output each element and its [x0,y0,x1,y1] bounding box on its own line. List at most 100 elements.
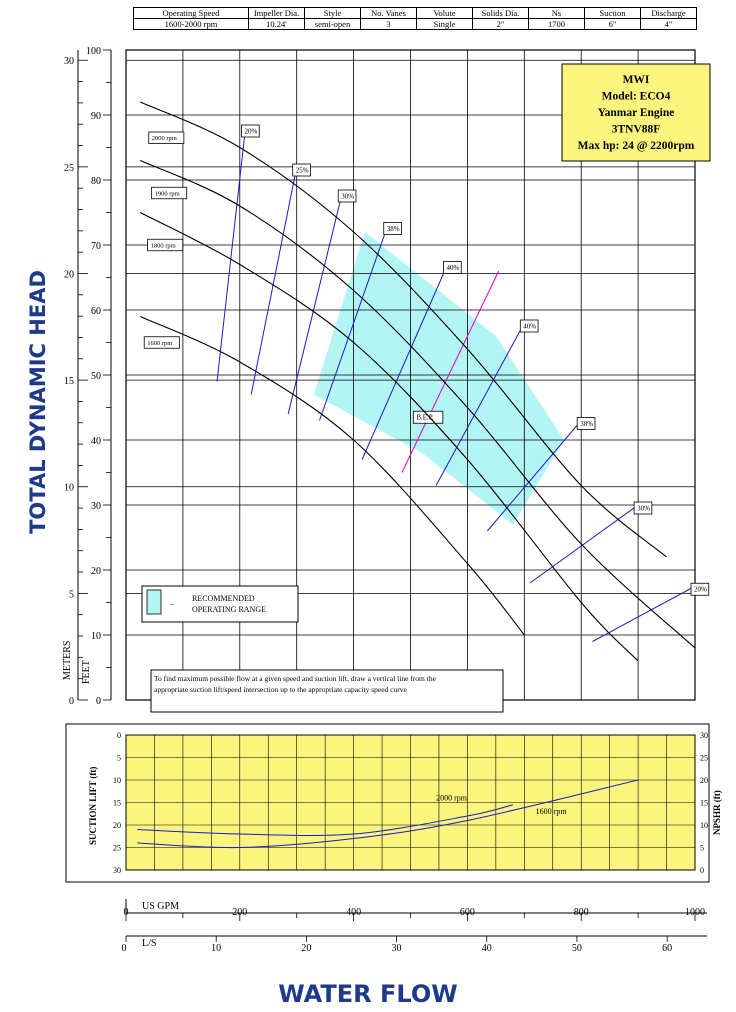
meters-tick-label: 10 [64,483,74,494]
ls-tick-label: 20 [301,943,311,954]
gpm-tick-label: 200 [232,907,247,918]
curve-label: 1900 rpm [155,190,180,197]
bep-label-box [412,410,444,424]
feet-tick-label: 60 [91,306,101,317]
gpm-tick-label: 600 [460,907,475,918]
note-box [150,669,504,713]
gpm-axis-label: US GPM [142,901,179,912]
efficiency-label: 30% [637,504,650,512]
efficiency-label: 20% [694,586,707,594]
efficiency-line [592,585,696,642]
ls-tick-label: 0 [122,943,127,954]
efficiency-label-box [241,124,260,138]
efficiency-label-box [383,222,402,235]
efficiency-line [486,420,582,532]
efficiency-label: 38% [387,225,400,233]
gpm-tick-label: 400 [346,907,361,918]
head-curve [139,101,667,558]
meters-label: METERS [62,641,73,680]
meters-tick-label: 15 [64,376,74,387]
efficiency-label: 30% [341,192,354,200]
spec-value: semi-open [304,18,361,30]
npshr-tick-label: 30 [700,731,708,740]
feet-tick-label: 100 [86,46,101,57]
efficiency-label-box [443,261,462,274]
info-box [561,63,711,162]
efficiency-label-box [633,501,653,515]
spec-value: 4" [640,18,697,30]
curve-label: 2000 rpm [152,135,177,142]
suction-tick-label: 25 [113,844,121,853]
feet-tick-label: 20 [91,566,101,577]
gpm-tick-label: 1000 [685,907,705,918]
meters-tick-label: 5 [69,589,74,600]
efficiency-label: 25% [296,166,309,174]
curve-label-box [148,131,185,144]
feet-label: FEET [81,660,92,684]
npshr-tick-label: 20 [700,776,708,785]
npshr-curve-label: 2000 rpm [436,793,468,802]
curve-label: 1800 rpm [151,242,176,249]
spec-table: Operating Speed Impeller Dia. Style No. … [133,7,697,30]
suction-lift-axis-label: SUCTION LIFT (ft) [88,767,98,845]
info-box-line: Max hp: 24 @ 2200rpm [578,140,695,152]
head-curve [139,159,696,649]
npshr-curve [137,779,639,849]
efficiency-label: 40% [523,322,536,330]
spec-header-row: Operating Speed Impeller Dia. Style No. … [133,7,697,19]
suction-tick-label: 15 [113,799,121,808]
gpm-tick-label: 0 [124,907,129,918]
legend-box [141,585,299,623]
feet-tick-label: 30 [91,501,101,512]
head-curve [139,212,639,662]
efficiency-line [361,264,448,460]
suction-tick-label: 30 [113,866,121,875]
curve-label-box [151,186,188,200]
note-line: To find maximum possible flow at a given… [154,674,437,683]
feet-tick-label: 80 [91,176,101,187]
bep-line [401,270,500,473]
feet-tick-label: 10 [91,631,101,642]
note-line: appropriate suction lift/speed intersect… [154,685,407,694]
efficiency-label-box [576,417,596,430]
spec-value-row: 1600-2000 rpm 10.24' semi-open 3 Single … [133,18,697,30]
efficiency-line [435,322,525,486]
suction-tick-label: 5 [117,754,121,763]
legend-line: RECOMMENDED [192,594,255,603]
ls-tick-label: 60 [662,943,672,954]
suction-tick-label: 10 [113,776,121,785]
x-axis-title: WATER FLOW [278,980,458,1008]
npshr-curve [137,804,514,837]
efficiency-label-box [690,582,710,596]
ls-axis-label: L/S [142,938,156,949]
efficiency-line [529,504,639,584]
info-box-line: 3TNV88F [612,124,661,136]
ls-tick-label: 30 [392,943,402,954]
efficiency-label: 20% [244,127,257,135]
head-curve [139,315,525,636]
info-box-line: Yanmar Engine [598,107,675,119]
npshr-tick-label: 5 [700,844,704,853]
npshr-tick-label: 10 [700,821,708,830]
spec-value: 3 [360,18,417,30]
meters-tick-label: 30 [64,56,74,67]
feet-tick-label: 40 [91,436,101,447]
meters-tick-label: 0 [69,696,74,707]
curve-label-box [143,336,180,349]
bep-label: B.E.P. [416,414,434,422]
feet-tick-label: 0 [96,696,101,707]
feet-tick-label: 90 [91,111,101,122]
legend-swatch [146,589,162,615]
ls-tick-label: 40 [482,943,492,954]
meters-tick-label: 25 [64,163,74,174]
legend-dash: – [169,599,175,608]
efficiency-line [318,225,389,421]
meters-tick-label: 20 [64,269,74,280]
ls-tick-label: 50 [572,943,582,954]
info-box-line: MWI [623,74,650,86]
npshr-tick-label: 0 [700,866,704,875]
efficiency-label: 38% [580,420,593,428]
npshr-axis-label: NPSHR (ft) [712,790,722,835]
feet-tick-label: 50 [91,371,101,382]
